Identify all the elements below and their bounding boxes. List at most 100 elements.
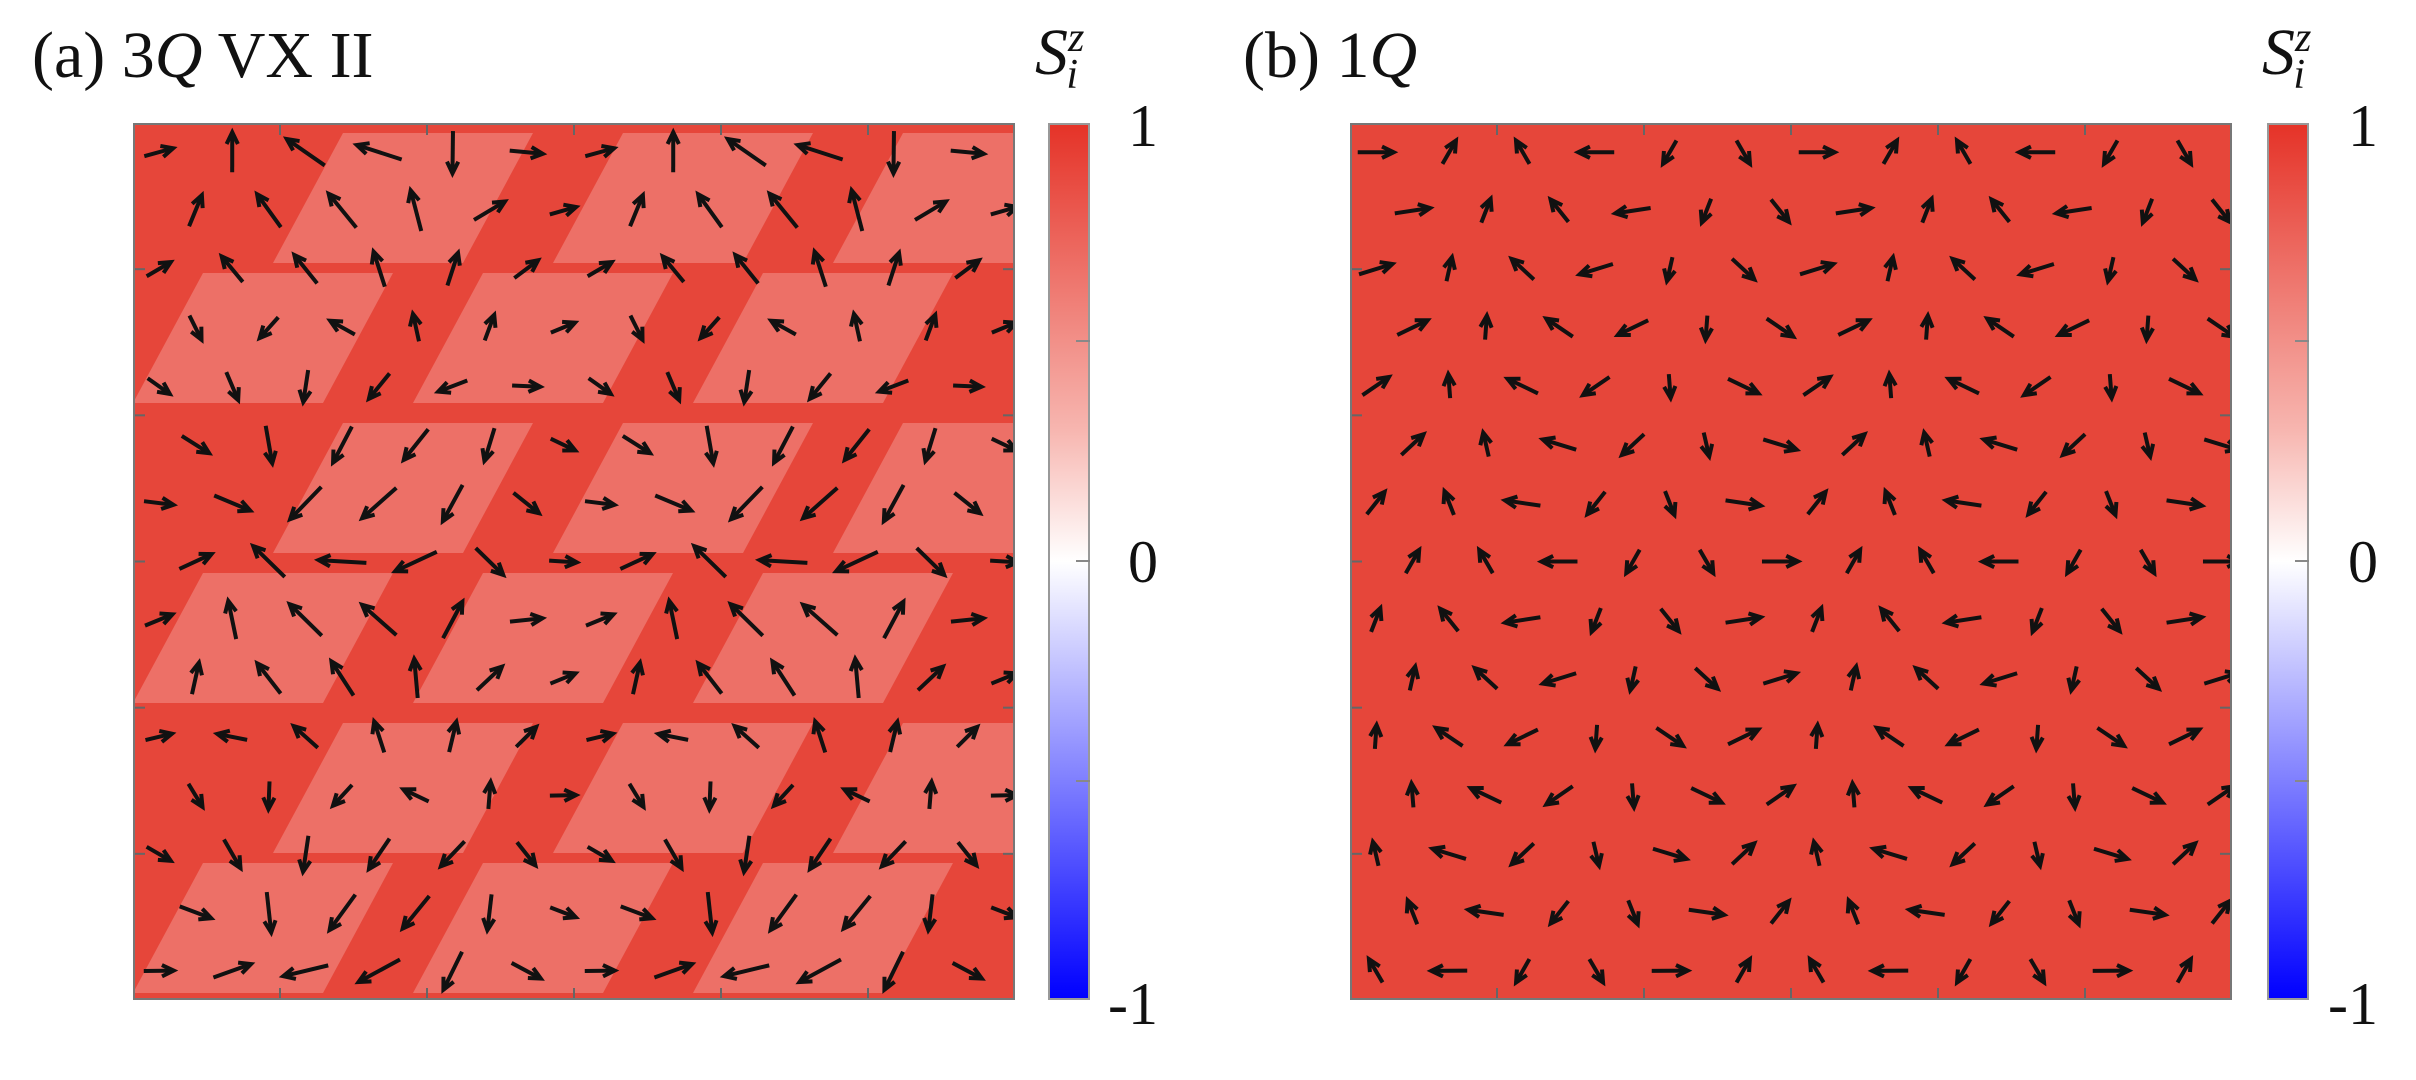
spin-arrow xyxy=(771,425,795,467)
spin-arrow xyxy=(358,486,398,522)
spin-arrow xyxy=(2029,724,2045,754)
texture-patch xyxy=(273,133,533,263)
colorbar-a-title: Szi xyxy=(1035,15,1085,99)
spin-arrow xyxy=(1845,545,1863,575)
spin-arrow xyxy=(886,248,903,287)
spin-arrow xyxy=(1734,955,1753,984)
spin-arrow xyxy=(1979,435,2018,452)
spin-arrow xyxy=(916,663,947,692)
spin-arrow xyxy=(512,491,543,517)
spin-arrow xyxy=(146,376,174,397)
spin-arrow xyxy=(1651,963,1693,979)
spin-arrow xyxy=(1663,490,1678,520)
spin-arrow xyxy=(2092,963,2134,979)
spin-arrow xyxy=(1979,671,2018,688)
spin-arrow xyxy=(145,729,177,744)
spin-arrow xyxy=(620,904,657,922)
spin-arrow xyxy=(282,136,326,168)
spin-arrow xyxy=(1588,724,1604,754)
spin-arrow xyxy=(951,961,986,981)
spin-arrow xyxy=(2054,318,2091,337)
spin-arrow xyxy=(515,840,539,870)
spin-arrow xyxy=(2028,958,2047,987)
spin-arrow xyxy=(1878,605,1901,633)
spin-arrow xyxy=(1845,778,1861,808)
spin-arrow xyxy=(586,259,616,278)
spin-arrow xyxy=(286,485,323,523)
spin-arrow xyxy=(513,257,542,280)
spin-arrow xyxy=(2134,666,2163,692)
texture-patch xyxy=(693,573,953,703)
spin-arrow xyxy=(990,670,1015,686)
spin-texture-plot-b xyxy=(1350,123,2232,1000)
spin-arrow xyxy=(145,259,175,278)
spin-arrow xyxy=(480,427,497,466)
spin-arrow xyxy=(1907,786,1944,805)
spin-arrow xyxy=(2016,262,2055,279)
spin-arrow xyxy=(1587,958,1606,987)
spin-arrow xyxy=(2103,373,2119,403)
spin-arrow xyxy=(433,378,468,395)
spin-arrow xyxy=(2139,315,2155,345)
spin-arrow xyxy=(407,654,423,699)
spin-arrow xyxy=(1441,486,1456,516)
spin-arrow xyxy=(630,658,645,695)
spin-arrow xyxy=(437,840,467,870)
spin-arrow xyxy=(325,190,358,229)
spin-arrow xyxy=(795,957,842,985)
spin-arrow xyxy=(1802,374,1834,397)
spin-arrow xyxy=(1625,666,1640,695)
spin-arrow xyxy=(446,717,462,753)
texture-patch xyxy=(553,133,813,263)
spin-arrow xyxy=(1873,725,1905,748)
spin-arrow xyxy=(330,425,354,467)
spin-arrow xyxy=(586,729,618,744)
spin-arrow xyxy=(1904,903,1945,919)
spin-arrow xyxy=(472,199,509,222)
spin-arrow xyxy=(1368,837,1383,867)
spin-arrow xyxy=(2064,548,2083,578)
spin-arrow xyxy=(180,434,214,456)
spin-arrow xyxy=(366,837,392,873)
spin-arrow xyxy=(665,127,681,173)
spin-arrow xyxy=(731,723,761,750)
spin-arrow xyxy=(1954,136,1973,165)
spin-arrow xyxy=(727,485,764,523)
spin-arrow xyxy=(1471,664,1499,691)
spin-arrow xyxy=(587,376,615,397)
spin-arrow xyxy=(2131,786,2167,805)
spin-arrow xyxy=(400,427,430,464)
spin-arrow xyxy=(1693,666,1722,692)
spin-arrow xyxy=(2166,496,2207,512)
spin-arrow xyxy=(1513,136,1532,165)
spin-arrow xyxy=(1404,545,1422,575)
spin-arrow xyxy=(354,957,401,985)
spin-arrow xyxy=(2051,204,2092,220)
spin-arrow xyxy=(1762,669,1802,686)
spin-arrow xyxy=(584,963,620,979)
spin-arrow xyxy=(291,251,319,285)
spin-arrow xyxy=(2139,198,2155,227)
spin-arrow xyxy=(1690,786,1726,805)
spin-arrow xyxy=(352,141,403,162)
spin-arrow xyxy=(991,319,1015,335)
spin-arrow xyxy=(665,371,682,405)
spin-arrow xyxy=(1809,837,1824,867)
plot-frame xyxy=(133,123,1015,1000)
spin-arrow xyxy=(702,781,718,814)
spin-arrow xyxy=(1508,841,1536,868)
spin-arrow xyxy=(514,723,540,749)
spin-arrow xyxy=(1944,727,1980,747)
spin-arrow xyxy=(654,493,696,514)
spin-arrow xyxy=(1869,844,1908,861)
spin-arrow xyxy=(1579,375,1611,398)
spin-arrow xyxy=(2210,198,2232,226)
spin-arrow xyxy=(990,202,1015,218)
spin-arrow xyxy=(2066,783,2082,812)
spin-arrow xyxy=(1440,136,1459,165)
spin-arrow xyxy=(365,372,392,403)
spin-arrow xyxy=(628,314,645,344)
spin-arrow xyxy=(1538,435,1577,452)
spin-arrow xyxy=(769,657,797,697)
spin-arrow xyxy=(1727,376,1763,396)
